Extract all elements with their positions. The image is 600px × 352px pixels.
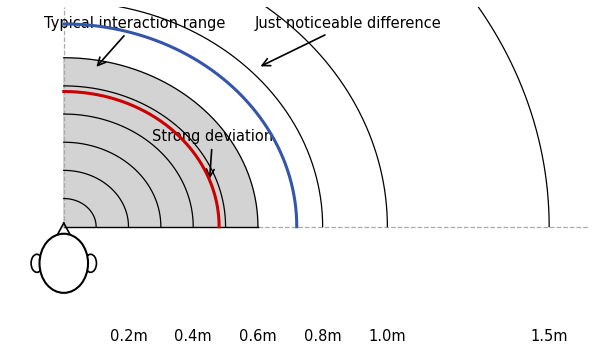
Ellipse shape [31,254,43,272]
Ellipse shape [85,254,97,272]
Polygon shape [64,58,258,227]
Text: Strong deviation: Strong deviation [152,129,273,177]
Text: Typical interaction range: Typical interaction range [44,16,226,65]
Text: Just noticeable difference: Just noticeable difference [255,16,442,65]
Ellipse shape [40,234,88,293]
